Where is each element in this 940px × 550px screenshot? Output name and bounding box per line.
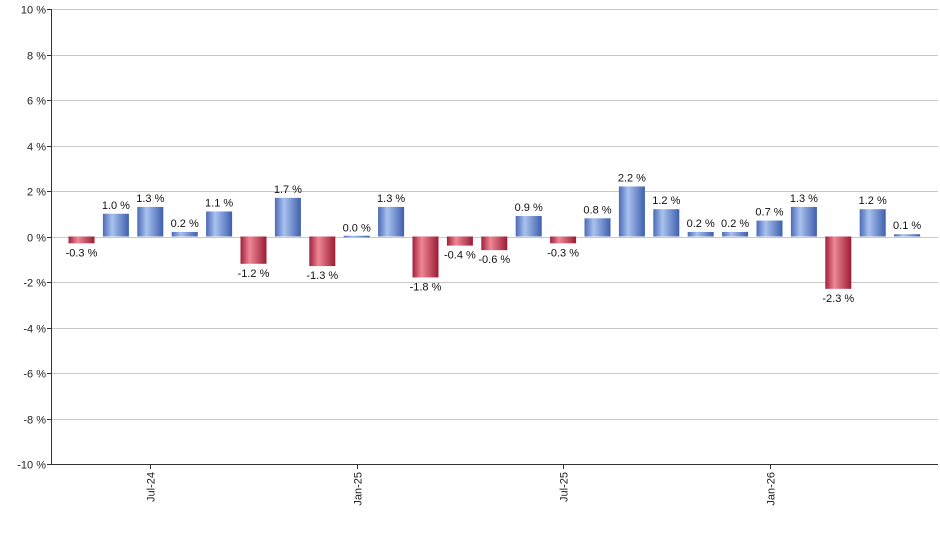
axes [51, 9, 938, 465]
y-tick-label: 6 % [27, 96, 46, 108]
data-label: 0.2 % [687, 218, 715, 230]
bar [756, 220, 783, 237]
bar [722, 231, 749, 237]
data-label: 0.2 % [171, 218, 199, 230]
y-tick-label: -6 % [23, 369, 46, 381]
data-labels: -0.3 % 1.0 % 1.3 % 0.2 % 1.1 % -1.2 % 1.7 % -1.… [66, 172, 922, 304]
x-tick-label: Jan-26 [766, 472, 778, 506]
bar [137, 206, 164, 237]
data-label: 0.7 % [755, 207, 783, 219]
bar [240, 236, 267, 264]
bar [859, 209, 886, 237]
data-label: 0.9 % [515, 202, 543, 214]
y-axis-ticks: 10 % 8 % 6 % 4 % 2 % 0 % -2 % -4 % -6 % -8 % -10 % [17, 5, 51, 472]
bar [309, 236, 336, 267]
bar [894, 234, 921, 237]
data-label: -1.8 % [410, 281, 442, 293]
x-tick-label: Jul-24 [146, 472, 158, 502]
data-label: -0.3 % [66, 247, 98, 259]
bar [102, 213, 129, 237]
bar [550, 236, 577, 244]
bar [515, 216, 542, 237]
bar [343, 235, 370, 238]
data-label: 1.2 % [859, 195, 887, 207]
data-label: 0.1 % [893, 220, 921, 232]
data-label: 1.2 % [652, 195, 680, 207]
x-tick-label: Jul-25 [559, 472, 571, 502]
y-tick-label: -2 % [23, 278, 46, 290]
y-tick-label: 0 % [27, 233, 46, 245]
y-tick-label: 4 % [27, 142, 46, 154]
bar [68, 236, 95, 244]
bar [274, 197, 301, 237]
data-label: -1.3 % [306, 270, 338, 282]
x-tick-label: Jan-25 [353, 472, 365, 506]
bar [412, 236, 439, 278]
data-label: 0.0 % [343, 223, 371, 235]
data-label: 1.3 % [377, 193, 405, 205]
data-label: 1.7 % [274, 184, 302, 196]
bar [653, 209, 680, 237]
data-label: -0.6 % [478, 254, 510, 266]
data-label: -2.3 % [822, 293, 854, 305]
data-label: 1.3 % [136, 193, 164, 205]
data-label: 2.2 % [618, 172, 646, 184]
data-label: -0.4 % [444, 250, 476, 262]
y-tick-label: 8 % [27, 51, 46, 63]
bar [206, 211, 233, 237]
bar [446, 236, 473, 246]
data-label: -1.2 % [238, 268, 270, 280]
x-axis-ticks: Jul-24 Jan-25 Jul-25 Jan-26 [146, 464, 778, 506]
data-label: -0.3 % [547, 247, 579, 259]
data-label: 1.1 % [205, 197, 233, 209]
data-label: 1.0 % [102, 200, 130, 212]
bar [378, 206, 405, 237]
y-tick-label: 2 % [27, 187, 46, 199]
y-tick-label: 10 % [21, 5, 46, 17]
bar [618, 186, 645, 237]
data-label: 1.3 % [790, 193, 818, 205]
bar [825, 236, 852, 289]
bars [68, 186, 921, 289]
y-tick-label: -4 % [23, 324, 46, 336]
bar [171, 231, 198, 237]
bar [584, 218, 611, 237]
bar [687, 231, 714, 237]
data-label: 0.8 % [583, 204, 611, 216]
y-tick-label: -8 % [23, 415, 46, 427]
bar [481, 236, 508, 251]
bar [790, 206, 817, 237]
y-tick-label: -10 % [17, 460, 46, 472]
data-label: 0.2 % [721, 218, 749, 230]
